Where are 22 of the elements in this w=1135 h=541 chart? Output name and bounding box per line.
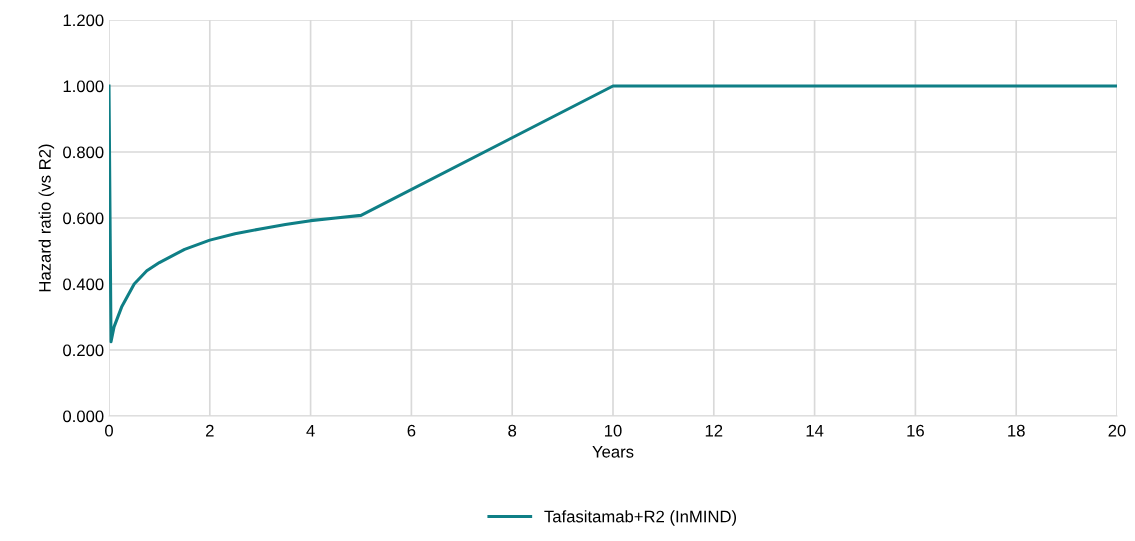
y-tick-label: 0.200 [63,344,104,357]
x-tick-label: 0 [105,424,113,437]
y-tick-label: 0.400 [63,278,104,291]
legend-label: Tafasitamab+R2 (InMIND) [544,510,737,526]
y-tick-label: 0.600 [63,212,104,225]
x-tick-label: 12 [705,424,723,437]
x-tick-label: 16 [907,424,924,437]
x-axis-title: Years [592,446,634,458]
x-tick-label: 14 [806,424,824,437]
x-tick-label: 2 [206,424,214,437]
x-tick-label: 8 [508,424,517,437]
y-tick-label: 0.800 [63,146,104,159]
x-tick-label: 4 [306,424,315,437]
x-tick-label: 10 [605,424,622,437]
y-tick-label: 0.000 [63,410,104,423]
y-tick-label: 1.000 [63,80,104,93]
y-tick-label: 1.200 [63,14,104,27]
x-tick-label: 18 [1008,424,1025,437]
line-series [109,84,1117,344]
y-axis-title: Hazard ratio (vs R2) [38,144,55,292]
x-tick-label: 20 [1108,424,1126,437]
x-tick-label: 6 [407,424,416,437]
